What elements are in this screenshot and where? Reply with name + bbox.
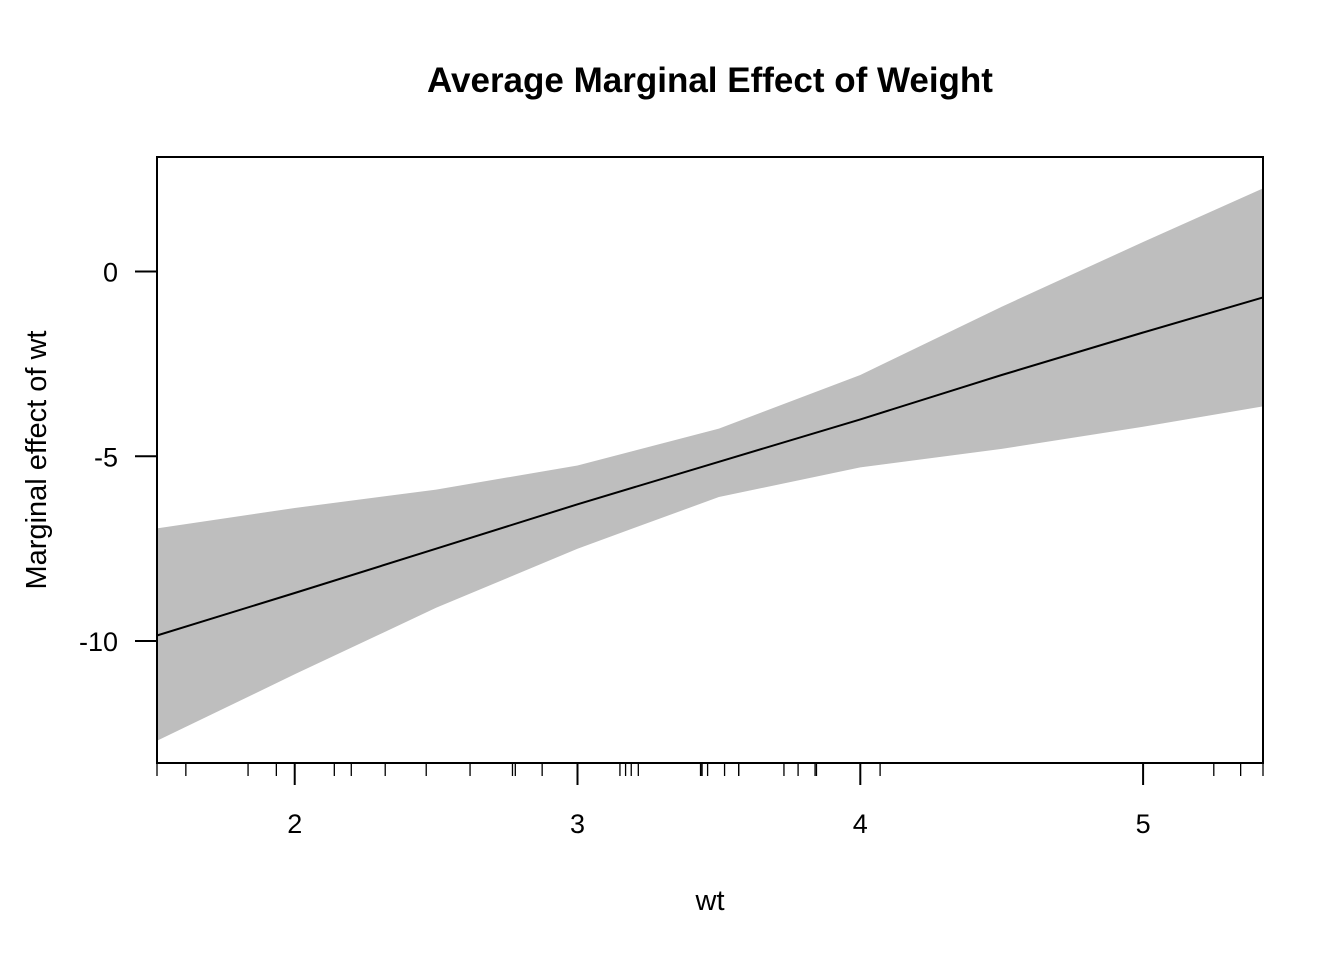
x-tick-label: 5 (1136, 809, 1151, 839)
chart-title: Average Marginal Effect of Weight (427, 61, 993, 100)
plot-frame (156, 156, 1264, 764)
axes: 2 3 4 5 0 -5 -10 (79, 258, 1264, 839)
x-axis-label: wt (695, 885, 725, 917)
plot-area (156, 188, 1264, 741)
y-tick-label: -5 (94, 442, 118, 472)
x-tick-label: 4 (853, 809, 868, 839)
y-tick-label: -10 (79, 627, 118, 657)
x-tick-label: 3 (570, 809, 585, 839)
y-axis-label: Marginal effect of wt (21, 331, 53, 590)
estimate-line (156, 296, 1264, 637)
x-tick-label: 2 (287, 809, 302, 839)
y-tick-label: 0 (103, 258, 118, 288)
